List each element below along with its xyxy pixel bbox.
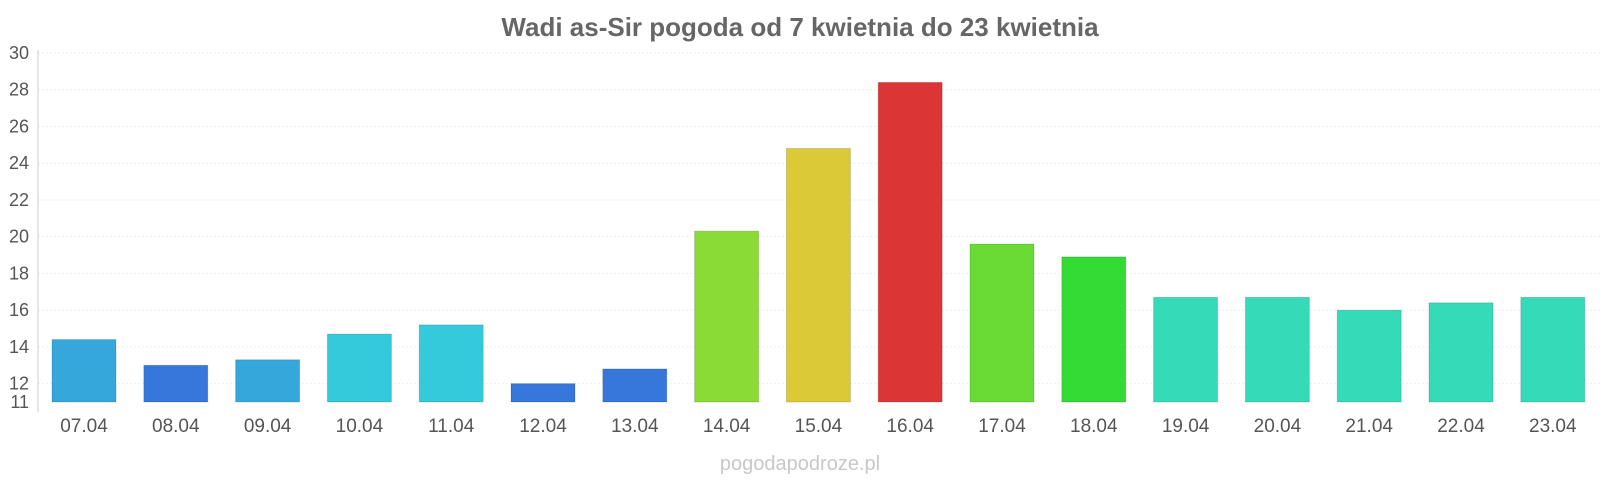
bar-16.04[interactable] bbox=[877, 81, 943, 403]
x-tick-label: 13.04 bbox=[611, 416, 659, 437]
y-tick-label: 28 bbox=[9, 80, 29, 100]
bar-09.04[interactable] bbox=[235, 359, 301, 403]
x-tick-label: 17.04 bbox=[978, 416, 1026, 437]
bars bbox=[51, 81, 1586, 403]
y-tick-label: 26 bbox=[9, 116, 29, 136]
x-tick-label: 21.04 bbox=[1345, 416, 1393, 437]
bar-08.04[interactable] bbox=[143, 364, 209, 403]
site-credit[interactable]: pogodapodroze.pl bbox=[720, 453, 880, 475]
y-tick-label: 22 bbox=[9, 190, 29, 210]
bar-20.04[interactable] bbox=[1244, 296, 1310, 403]
bar-15.04[interactable] bbox=[785, 148, 851, 403]
bar-10.04[interactable] bbox=[326, 333, 392, 403]
x-tick-label: 08.04 bbox=[152, 416, 200, 437]
x-tick-label: 18.04 bbox=[1070, 416, 1118, 437]
x-tick-label: 10.04 bbox=[336, 416, 384, 437]
x-tick-label: 16.04 bbox=[886, 416, 934, 437]
x-tick-label: 12.04 bbox=[519, 416, 567, 437]
bar-23.04[interactable] bbox=[1520, 296, 1586, 403]
bar-12.04[interactable] bbox=[510, 383, 576, 403]
x-tick-label: 22.04 bbox=[1437, 416, 1485, 437]
chart-title: Wadi as-Sir pogoda od 7 kwietnia do 23 k… bbox=[501, 12, 1099, 42]
x-tick-label: 23.04 bbox=[1529, 416, 1577, 437]
bar-19.04[interactable] bbox=[1153, 296, 1219, 403]
x-tick-label: 07.04 bbox=[60, 416, 108, 437]
bar-13.04[interactable] bbox=[602, 368, 668, 403]
bar-18.04[interactable] bbox=[1061, 256, 1127, 403]
y-tick-label: 12 bbox=[9, 374, 29, 394]
y-tick-label: 18 bbox=[9, 263, 29, 283]
bar-17.04[interactable] bbox=[969, 243, 1035, 403]
y-tick-label: 11 bbox=[10, 392, 29, 412]
y-tick-label: 24 bbox=[9, 153, 29, 173]
bar-22.04[interactable] bbox=[1428, 302, 1494, 403]
bar-07.04[interactable] bbox=[51, 339, 117, 403]
bar-11.04[interactable] bbox=[418, 324, 484, 403]
x-axis: 07.04 08.04 09.04 10.04 11.04 12.04 13.04 14.04… bbox=[60, 416, 1577, 437]
x-tick-label: 20.04 bbox=[1254, 416, 1302, 437]
x-tick-label: 09.04 bbox=[244, 416, 292, 437]
y-tick-label: 16 bbox=[9, 300, 29, 320]
x-tick-label: 14.04 bbox=[703, 416, 751, 437]
x-tick-label: 11.04 bbox=[428, 416, 475, 437]
y-tick-label: 20 bbox=[9, 227, 29, 247]
x-tick-label: 15.04 bbox=[795, 416, 843, 437]
y-tick-label: 30 bbox=[9, 43, 29, 63]
y-tick-label: 14 bbox=[9, 337, 29, 357]
bar-21.04[interactable] bbox=[1336, 309, 1402, 403]
x-tick-label: 19.04 bbox=[1162, 416, 1210, 437]
bar-14.04[interactable] bbox=[694, 230, 760, 403]
